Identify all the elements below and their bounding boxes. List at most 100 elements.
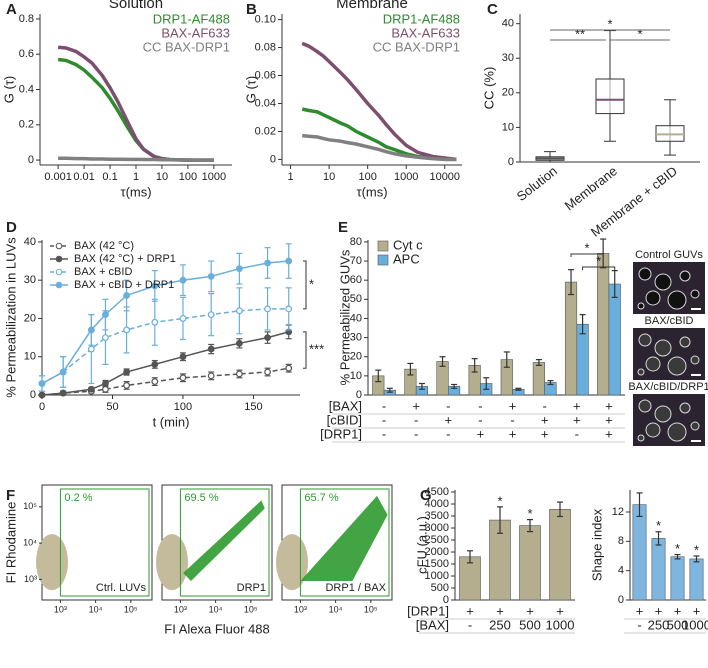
vesicle [638, 333, 652, 347]
y-axis-label: CC (%) [481, 67, 496, 110]
x-tick-label: 10³ [174, 604, 187, 614]
y-tick-label: 30 [350, 331, 362, 343]
x-tick-label: 10⁴ [209, 604, 223, 614]
y-axis-label: G (τ) [1, 76, 16, 104]
condition-value: + [573, 398, 581, 413]
x-tick-label: 10⁵ [364, 604, 378, 614]
gate [59, 488, 150, 597]
condition-value: + [412, 398, 420, 413]
x-tick-label: 0.001 [44, 171, 72, 183]
condition-value: + [573, 412, 581, 427]
legend-label: Cyt c [393, 237, 423, 252]
condition-label: [cBID] [327, 412, 362, 427]
legend-swatch [377, 240, 389, 252]
y-tick-label: 0.04 [255, 97, 276, 109]
y-tick-label: 30 [502, 52, 514, 64]
legend-label: APC [393, 251, 420, 266]
x-tick-label: 150 [244, 401, 262, 413]
y-axis-label: cFU (a.u.) [414, 516, 429, 574]
condition-value: + [496, 603, 504, 618]
bar [597, 253, 610, 396]
significance-bracket [303, 260, 307, 310]
gate-percent: 69.5 % [184, 492, 218, 504]
box [595, 78, 625, 115]
y-tick-label: 0 [30, 389, 36, 401]
y-tick-label: 0 [508, 156, 514, 168]
x-axis-label: τ(ms) [120, 184, 151, 199]
bar [576, 323, 589, 396]
y-tick-label: 2000 [425, 546, 449, 558]
event-cloud [156, 534, 188, 591]
y-tick-label: 4 [618, 565, 624, 577]
y-tick-label: 4500 [425, 486, 449, 498]
y-tick-label: 3000 [425, 522, 449, 534]
marker [151, 318, 159, 326]
condition-value: + [693, 603, 701, 618]
marker [179, 276, 187, 284]
y-tick-label: 0 [443, 594, 449, 606]
bar [532, 362, 545, 396]
marker [207, 345, 215, 353]
x-tick-label: 10⁵ [244, 604, 258, 614]
condition-label: [DRP1] [407, 603, 449, 618]
bar [564, 281, 578, 396]
y-tick-label: 10 [502, 121, 514, 133]
legend-label: BAX (42 °C) + DRP1 [74, 253, 176, 265]
y-tick-label: 12 [612, 506, 624, 518]
condition-value: + [605, 412, 613, 427]
marker [102, 311, 109, 319]
condition-value: 500 [519, 617, 541, 632]
marker [59, 368, 67, 376]
y-tick-label: 0.6 [19, 48, 34, 60]
condition-value: - [382, 412, 386, 427]
bar [651, 538, 666, 601]
panel-letter: F [6, 487, 15, 504]
legend-label: BAX (42 °C) [74, 240, 134, 252]
marker [264, 368, 271, 376]
x-tick-label: 0 [39, 401, 45, 413]
condition-value: + [541, 412, 549, 427]
series-line [41, 331, 289, 396]
marker [235, 265, 243, 273]
x-tick-label: 10³ [294, 604, 307, 614]
condition-value: + [556, 603, 564, 618]
event-cloud [183, 500, 265, 581]
chart-title: Membrane [336, 0, 408, 12]
sample-label: Ctrl. LUVs [96, 582, 147, 594]
marker [285, 364, 293, 372]
x-tick-label: 10 [156, 171, 168, 183]
image-label: Control GUVs [635, 249, 703, 261]
y-tick-label: 10 [24, 351, 36, 363]
marker [151, 282, 159, 290]
gate [179, 488, 270, 597]
marker [102, 380, 109, 387]
significance-label: * [596, 253, 601, 268]
condition-label: [BAX] [416, 617, 449, 632]
significance-label: * [637, 26, 642, 41]
condition-value: + [674, 603, 682, 618]
sample-label: DRP1 [237, 582, 266, 594]
condition-value: - [414, 412, 418, 427]
condition-value: + [509, 398, 517, 413]
x-tick-label: 0.1 [102, 171, 117, 183]
marker [179, 353, 187, 361]
series-line [57, 57, 214, 162]
legend-label: DRP1-AF488 [383, 11, 460, 26]
marker [264, 305, 271, 313]
marker [207, 272, 215, 280]
vesicle [645, 422, 661, 438]
vesicle [638, 399, 652, 413]
y-tick-label: 1000 [425, 570, 449, 582]
significance-label: * [675, 541, 680, 556]
x-tick-label: 10 [323, 171, 335, 183]
x-axis-label: FI Alexa Fluor 488 [164, 621, 270, 636]
y-axis-label: Shape index [589, 508, 604, 581]
significance-label: * [527, 506, 532, 521]
event-cloud [300, 495, 388, 581]
marker [59, 389, 67, 397]
panel-letter: C [487, 1, 498, 18]
marker [264, 259, 271, 267]
series-line [41, 308, 289, 385]
legend-marker [55, 281, 63, 289]
marker [87, 326, 95, 334]
